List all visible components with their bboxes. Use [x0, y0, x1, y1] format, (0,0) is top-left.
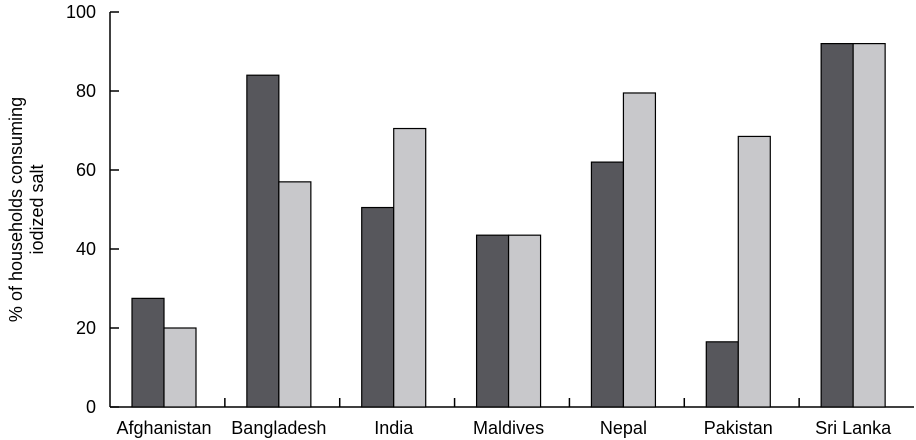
y-tick-label: 40 [76, 239, 96, 259]
x-category-label: Sri Lanka [815, 418, 892, 438]
bar-nepal-series-2 [622, 92, 657, 408]
x-category-label: Nepal [600, 418, 647, 438]
bar-maldives-series-1 [475, 234, 510, 408]
x-ticks: Afghanistan Bangladesh India Maldives Nepal P… [116, 398, 892, 438]
x-category-label: Afghanistan [116, 418, 211, 438]
bar-india-series-1 [361, 206, 395, 408]
y-tick-label: 0 [86, 397, 96, 417]
bar-pakistan-series-1 [705, 341, 739, 408]
bar-sri-lanka-series-2 [852, 42, 886, 408]
bar-afghanistan-series-1 [131, 297, 165, 408]
bar-pakistan-series-2 [737, 135, 771, 408]
bar-nepal-series-1 [590, 161, 625, 408]
x-category-label: Maldives [473, 418, 544, 438]
y-tick-label: 100 [66, 2, 96, 22]
bars [131, 42, 886, 408]
y-axis-label-line-1: % of households consuming [6, 97, 26, 322]
x-category-label: Bangladesh [231, 418, 326, 438]
bar-afghanistan-series-2 [163, 327, 197, 408]
bar-maldives-series-2 [507, 234, 542, 408]
y-tick-label: 80 [76, 81, 96, 101]
x-category-label: India [374, 418, 414, 438]
y-axis-title: % of households consuming iodized salt [6, 97, 47, 322]
x-category-label: Pakistan [704, 418, 773, 438]
y-ticks: 0 20 40 60 80 100 [66, 2, 119, 417]
bar-sri-lanka-series-1 [820, 42, 854, 408]
bar-india-series-2 [393, 127, 427, 408]
y-tick-label: 20 [76, 318, 96, 338]
bar-bangladesh-series-1 [246, 74, 280, 408]
y-axis-label-line-2: iodized salt [27, 164, 47, 254]
bar-bangladesh-series-2 [278, 181, 312, 408]
y-tick-label: 60 [76, 160, 96, 180]
